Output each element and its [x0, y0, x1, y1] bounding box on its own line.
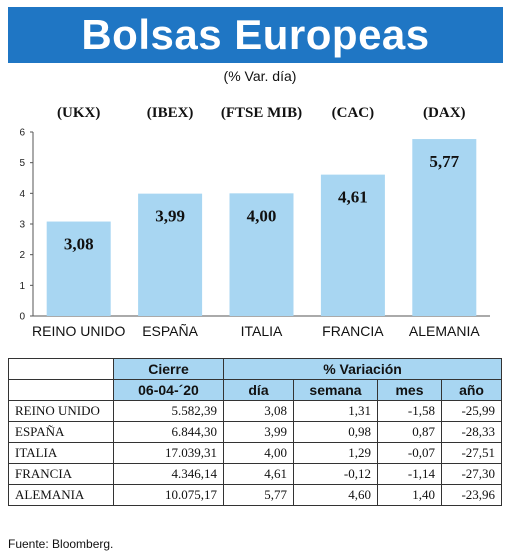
row-dia: 3,08 — [223, 400, 294, 422]
bar-value-label: 4,00 — [247, 206, 277, 225]
row-mes: -0,07 — [377, 442, 442, 464]
table-header-semana: semana — [293, 379, 378, 401]
table-header-ano: año — [440, 379, 503, 401]
bar-chart: 0 1 2 3 4 5 6 3,08 (UKX) REINO UNIDO 3,99 (IBEX) ES… — [19, 105, 490, 339]
data-table: Cierre % Variación 06-04-´20 día semana … — [8, 358, 503, 506]
row-name: FRANCIA — [8, 463, 114, 485]
y-tick-label: 4 — [19, 189, 25, 200]
row-name: ESPAÑA — [8, 421, 114, 443]
row-dia: 5,77 — [223, 484, 294, 506]
index-label: (UKX) — [57, 105, 100, 121]
page-title: Bolsas Europeas — [8, 7, 503, 63]
row-cierre: 17.039,31 — [113, 442, 224, 464]
row-semana: 0,98 — [293, 421, 378, 443]
row-ano: -23,96 — [440, 484, 503, 506]
bar-value-label: 3,99 — [155, 207, 185, 226]
row-semana: 4,60 — [293, 484, 378, 506]
row-cierre: 4.346,14 — [113, 463, 224, 485]
row-semana: 1,31 — [293, 400, 378, 422]
bar-value-label: 3,08 — [64, 235, 94, 254]
row-mes: -1,14 — [377, 463, 442, 485]
table-row: REINO UNIDO 5.582,39 3,08 1,31 -1,58 -25… — [8, 400, 503, 422]
row-cierre: 10.075,17 — [113, 484, 224, 506]
category-label: ITALIA — [241, 323, 283, 339]
bar-value-label: 5,77 — [429, 152, 459, 171]
index-label: (DAX) — [423, 105, 466, 121]
y-tick-label: 1 — [19, 281, 25, 292]
y-tick-label: 6 — [19, 128, 25, 139]
y-tick-label: 0 — [19, 312, 25, 323]
table-header-mes: mes — [377, 379, 442, 401]
row-dia: 3,99 — [223, 421, 294, 443]
category-label: ALEMANIA — [409, 323, 480, 339]
row-cierre: 6.844,30 — [113, 421, 224, 443]
row-dia: 4,61 — [223, 463, 294, 485]
chart-subtitle: (% Var. día) — [223, 68, 297, 84]
row-cierre: 5.582,39 — [113, 400, 224, 422]
table-header-dia: día — [223, 379, 294, 401]
row-semana: 1,29 — [293, 442, 378, 464]
table-header-blank — [8, 358, 114, 380]
row-semana: -0,12 — [293, 463, 378, 485]
row-ano: -25,99 — [440, 400, 503, 422]
category-label: REINO UNIDO — [32, 323, 125, 339]
bar — [138, 193, 203, 316]
row-ano: -27,30 — [440, 463, 503, 485]
row-mes: 1,40 — [377, 484, 442, 506]
table-header-blank — [8, 379, 114, 401]
row-name: REINO UNIDO — [8, 400, 114, 422]
bar — [229, 193, 294, 316]
y-tick-label: 3 — [19, 220, 25, 231]
table-header-variacion: % Variación — [222, 358, 503, 380]
table-header-cierre: Cierre — [113, 358, 224, 380]
table-row: ESPAÑA 6.844,30 3,99 0,98 0,87 -28,33 — [8, 421, 503, 443]
row-dia: 4,00 — [223, 442, 294, 464]
row-mes: -1,58 — [377, 400, 442, 422]
category-label: ESPAÑA — [142, 323, 198, 339]
y-tick-label: 5 — [19, 158, 25, 169]
bar — [46, 221, 111, 316]
y-tick-label: 2 — [19, 250, 25, 261]
row-mes: 0,87 — [377, 421, 442, 443]
bar — [412, 139, 477, 316]
index-label: (FTSE MIB) — [221, 105, 302, 121]
index-label: (CAC) — [332, 105, 375, 121]
row-ano: -28,33 — [440, 421, 503, 443]
bar-value-label: 4,61 — [338, 188, 368, 207]
table-header-date: 06-04-´20 — [113, 379, 224, 401]
index-label: (IBEX) — [147, 105, 194, 121]
row-ano: -27,51 — [440, 442, 503, 464]
table-row: ITALIA 17.039,31 4,00 1,29 -0,07 -27,51 — [8, 442, 503, 464]
bar — [320, 174, 385, 316]
category-label: FRANCIA — [322, 323, 384, 339]
table-row: ALEMANIA 10.075,17 5,77 4,60 1,40 -23,96 — [8, 484, 503, 506]
row-name: ALEMANIA — [8, 484, 114, 506]
source-note: Fuente: Bloomberg. — [8, 537, 114, 551]
row-name: ITALIA — [8, 442, 114, 464]
table-row: FRANCIA 4.346,14 4,61 -0,12 -1,14 -27,30 — [8, 463, 503, 485]
